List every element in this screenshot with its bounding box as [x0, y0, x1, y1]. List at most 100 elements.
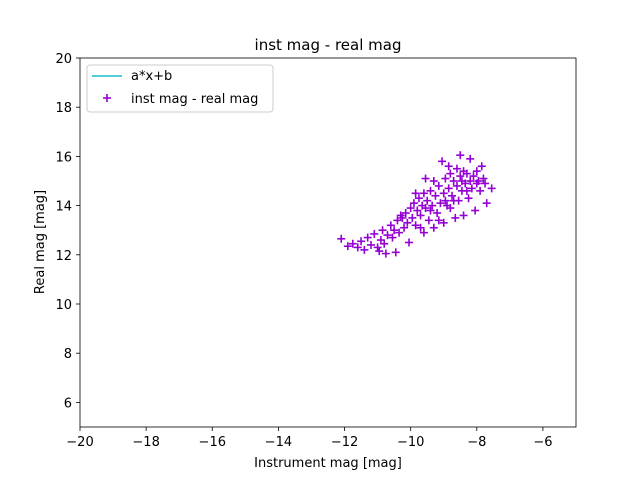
- scatter-point: [476, 186, 485, 195]
- scatter-point: [466, 177, 475, 185]
- y-tick-label: 10: [55, 298, 72, 313]
- scatter-point: [413, 206, 422, 215]
- scatter-point: [391, 248, 400, 257]
- x-tick-label: −10: [397, 435, 424, 450]
- scatter-point: [390, 226, 399, 235]
- scatter-point: [438, 157, 447, 166]
- scatter-point: [428, 201, 437, 210]
- scatter-point: [464, 194, 473, 203]
- x-tick-label: −18: [132, 435, 159, 450]
- legend-label-points: inst mag - real mag: [131, 92, 258, 107]
- scatter-point: [366, 240, 375, 249]
- scatter-point: [408, 213, 417, 222]
- scatter-point: [400, 223, 409, 232]
- scatter-point: [386, 221, 395, 230]
- x-tick-label: −16: [199, 435, 226, 450]
- scatter-point: [487, 184, 496, 193]
- scatter-point: [441, 196, 450, 205]
- x-tick-label: −20: [66, 435, 93, 450]
- scatter-point: [398, 213, 407, 222]
- scatter-point: [436, 199, 445, 208]
- scatter-point: [467, 184, 476, 193]
- scatter-point: [482, 199, 491, 208]
- y-tick-label: 18: [55, 101, 72, 116]
- chart-title: inst mag - real mag: [255, 36, 402, 54]
- scatter-point: [459, 211, 468, 220]
- scatter-point: [414, 194, 423, 203]
- scatter-point: [403, 218, 412, 227]
- scatter-point: [431, 191, 440, 200]
- scatter-point: [424, 216, 433, 225]
- scatter-point: [419, 228, 428, 237]
- scatter-point: [434, 216, 443, 225]
- x-axis-label: Instrument mag [mag]: [254, 456, 402, 471]
- legend-label-fit: a*x+b: [131, 69, 172, 84]
- y-tick-label: 12: [55, 249, 72, 264]
- scatter-point: [466, 154, 475, 163]
- scatter-point: [381, 249, 390, 258]
- y-tick-label: 6: [64, 396, 72, 411]
- scatter-point: [452, 181, 461, 190]
- scatter-point: [401, 208, 410, 217]
- plot-frame: [79, 57, 577, 428]
- scatter-point: [411, 221, 420, 230]
- scatter-point: [456, 151, 465, 160]
- scatter-point: [357, 237, 366, 246]
- scatter-point: [471, 206, 480, 215]
- marks-layer: [337, 151, 496, 258]
- scatter-point: [373, 243, 382, 252]
- ticks-layer: −20 −18 −16 −14 −12 −10 −8 −6 6 8 10 12 14 16 18 20: [55, 52, 552, 450]
- scatter-point: [444, 162, 453, 171]
- scatter-point: [462, 186, 471, 195]
- scatter-point: [452, 164, 461, 173]
- scatter-point: [479, 174, 488, 183]
- y-tick-label: 20: [55, 52, 72, 67]
- scatter-point: [416, 211, 425, 220]
- x-tick-label: −14: [265, 435, 292, 450]
- legend: a*x+b inst mag - real mag: [86, 64, 274, 113]
- scatter-point: [370, 229, 379, 238]
- scatter-point: [426, 186, 435, 195]
- scatter-point: [444, 184, 453, 193]
- scatter-point: [434, 181, 443, 190]
- scatter-point: [375, 247, 384, 256]
- scatter-point: [451, 213, 460, 222]
- scatter-point: [477, 162, 486, 171]
- scatter-point: [474, 177, 483, 185]
- scatter-point: [416, 223, 425, 232]
- scatter-point: [433, 208, 442, 217]
- scatter-point: [360, 245, 369, 254]
- scatter-point: [405, 238, 414, 247]
- x-tick-label: −12: [331, 435, 358, 450]
- scatter-point: [423, 196, 432, 205]
- scatter-point: [395, 228, 404, 237]
- scatter-point: [421, 204, 430, 213]
- scatter-point: [426, 206, 435, 215]
- scatter-point: [343, 242, 352, 251]
- scatter-point: [462, 169, 471, 178]
- x-tick-label: −6: [533, 435, 552, 450]
- scatter-point: [457, 177, 466, 185]
- scatter-point: [378, 226, 387, 235]
- scatter-point: [348, 239, 357, 248]
- scatter-point: [439, 189, 448, 198]
- y-tick-label: 16: [55, 150, 72, 165]
- y-axis-label: Real mag [mag]: [33, 190, 48, 294]
- scatter-point: [469, 172, 478, 181]
- scatter-point: [419, 189, 428, 198]
- scatter-point: [448, 191, 456, 200]
- scatter-point: [441, 174, 450, 183]
- scatter-point: [337, 234, 346, 243]
- scatter-point: [472, 167, 481, 176]
- scatter-point: [380, 239, 389, 248]
- scatter-point: [383, 231, 392, 240]
- scatter-point: [363, 233, 372, 242]
- scatter-point: [449, 177, 458, 185]
- scatter-point: [406, 204, 415, 213]
- scatter-point: [409, 199, 418, 208]
- y-tick-label: 8: [64, 347, 72, 362]
- scatter-point: [421, 174, 430, 183]
- scatter-point: [388, 233, 397, 242]
- scatter-point: [393, 216, 402, 225]
